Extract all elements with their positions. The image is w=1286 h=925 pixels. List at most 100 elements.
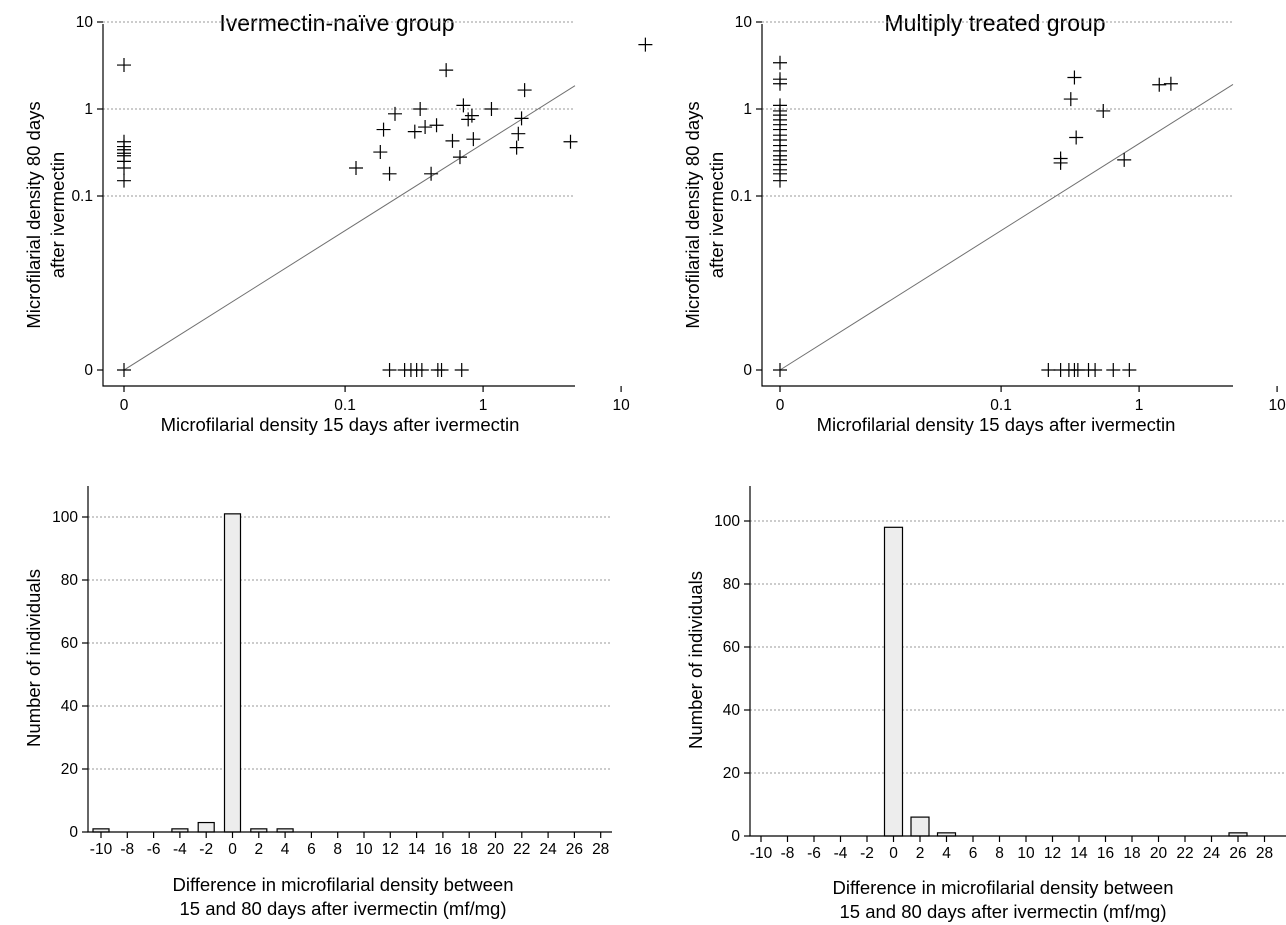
data-point — [117, 160, 131, 175]
x-tick-label: 10 — [612, 397, 630, 414]
x-tick-label: -10 — [90, 841, 113, 858]
y-tick-label: 1 — [84, 101, 93, 118]
chart-title: Ivermectin-naïve group — [219, 10, 454, 36]
x-axis-label-line-1: Difference in microfilarial density betw… — [172, 874, 513, 895]
reference-line — [123, 85, 576, 371]
data-point — [563, 134, 578, 149]
data-point — [117, 58, 131, 73]
x-tick-label: 0.1 — [334, 397, 356, 414]
x-axis-label: Microfilarial density 15 days after iver… — [161, 414, 520, 435]
data-point — [349, 160, 364, 175]
data-point — [1067, 70, 1082, 85]
scatter-panel-ivermectin-naive: Ivermectin-naïve group00.11104000.1110Mi… — [23, 10, 653, 435]
data-point — [1152, 77, 1167, 92]
data-point — [514, 111, 529, 126]
x-tick-label: 20 — [1150, 845, 1168, 862]
data-point — [452, 150, 467, 165]
x-tick-label: 10 — [1268, 397, 1286, 414]
data-point — [461, 112, 476, 127]
x-tick-label: -10 — [750, 845, 773, 862]
y-axis-label: Microfilarial density 80 days after iverm… — [23, 101, 68, 328]
x-axis-label-line-1: Difference in microfilarial density betw… — [832, 877, 1173, 898]
x-tick-label: -6 — [807, 845, 821, 862]
y-tick-label: 0.1 — [730, 188, 752, 205]
y-tick-label: 20 — [61, 761, 79, 778]
x-tick-label: 22 — [1176, 845, 1193, 862]
y-axis-label-line-1: Microfilarial density 80 days — [23, 101, 44, 328]
data-point — [1106, 363, 1121, 377]
x-tick-label: 0 — [889, 845, 898, 862]
x-tick-label: 26 — [566, 841, 583, 858]
reference-line — [779, 83, 1234, 371]
data-point — [773, 363, 787, 377]
data-point — [1088, 363, 1103, 377]
x-tick-label: 10 — [355, 841, 373, 858]
x-tick-label: -4 — [173, 841, 187, 858]
x-tick-label: -2 — [199, 841, 213, 858]
axes-frame — [761, 24, 1233, 387]
data-point — [464, 108, 479, 123]
x-tick-label: 0 — [120, 397, 129, 414]
x-tick-label: 26 — [1229, 845, 1246, 862]
data-point — [509, 140, 524, 155]
x-tick-label: 2 — [916, 845, 925, 862]
y-tick-label: 0 — [731, 828, 740, 845]
data-point — [454, 363, 469, 377]
x-tick-label: 14 — [408, 841, 426, 858]
data-point — [1069, 130, 1084, 145]
data-point — [414, 363, 429, 377]
y-axis-label: Number of individuals — [685, 571, 706, 749]
x-tick-label: 28 — [592, 841, 609, 858]
y-axis-label: Number of individuals — [23, 569, 44, 747]
x-tick-label: 0.1 — [990, 397, 1012, 414]
axes-frame — [102, 24, 575, 387]
x-tick-label: 0 — [776, 397, 785, 414]
x-tick-label: 0 — [228, 841, 237, 858]
x-tick-label: 1 — [1135, 397, 1144, 414]
y-tick-label: 60 — [61, 635, 79, 652]
x-tick-label: 24 — [1203, 845, 1221, 862]
y-tick-label: 0 — [69, 824, 78, 841]
x-tick-label: 10 — [1017, 845, 1035, 862]
y-tick-label: 0.1 — [71, 188, 93, 205]
data-point — [466, 132, 481, 147]
y-axis-label-line-2: after ivermectin — [47, 152, 68, 278]
bar-2 — [910, 816, 930, 837]
x-axis-label-line-2: 15 and 80 days after ivermectin (mf/mg) — [180, 898, 507, 919]
data-point — [424, 166, 439, 181]
data-point — [517, 83, 532, 98]
data-point — [407, 124, 422, 139]
y-tick-label: 100 — [52, 509, 78, 526]
y-tick-label: 40 — [723, 702, 741, 719]
x-tick-label: 28 — [1256, 845, 1273, 862]
x-tick-label: 22 — [513, 841, 530, 858]
bar-0 — [883, 526, 904, 837]
data-point — [445, 133, 460, 148]
x-tick-label: -6 — [147, 841, 161, 858]
data-point — [373, 145, 388, 160]
x-tick-label: 12 — [382, 841, 399, 858]
x-tick-label: 8 — [995, 845, 1004, 862]
x-tick-label: 18 — [1123, 845, 1140, 862]
histogram-panel-multiply-treated: 0 20 40 60 80 100 -10 -8 -6 -4 -2 0 2 4 6 8 10 12 14 16 18 20… — [685, 486, 1286, 922]
x-tick-label: 2 — [254, 841, 263, 858]
data-point — [1053, 155, 1068, 170]
x-axis-label-line-2: 15 and 80 days after ivermectin (mf/mg) — [840, 901, 1167, 922]
x-tick-label: 6 — [307, 841, 316, 858]
axes-frame — [87, 486, 612, 833]
chart-title: Multiply treated group — [884, 10, 1105, 36]
data-point — [1163, 76, 1178, 91]
data-point — [511, 126, 526, 141]
y-tick-label: 60 — [723, 639, 741, 656]
data-point — [418, 120, 433, 135]
axes-frame — [749, 486, 1286, 837]
scatter-panel-multiply-treated: Multiply treated group00.11104000.1110Mi… — [682, 10, 1286, 435]
y-tick-label: 80 — [61, 572, 79, 589]
x-tick-label: -4 — [834, 845, 848, 862]
x-tick-label: 14 — [1070, 845, 1088, 862]
y-tick-label: 10 — [735, 14, 753, 31]
data-point — [456, 98, 471, 113]
x-tick-label: 8 — [333, 841, 342, 858]
x-tick-label: 16 — [1097, 845, 1114, 862]
